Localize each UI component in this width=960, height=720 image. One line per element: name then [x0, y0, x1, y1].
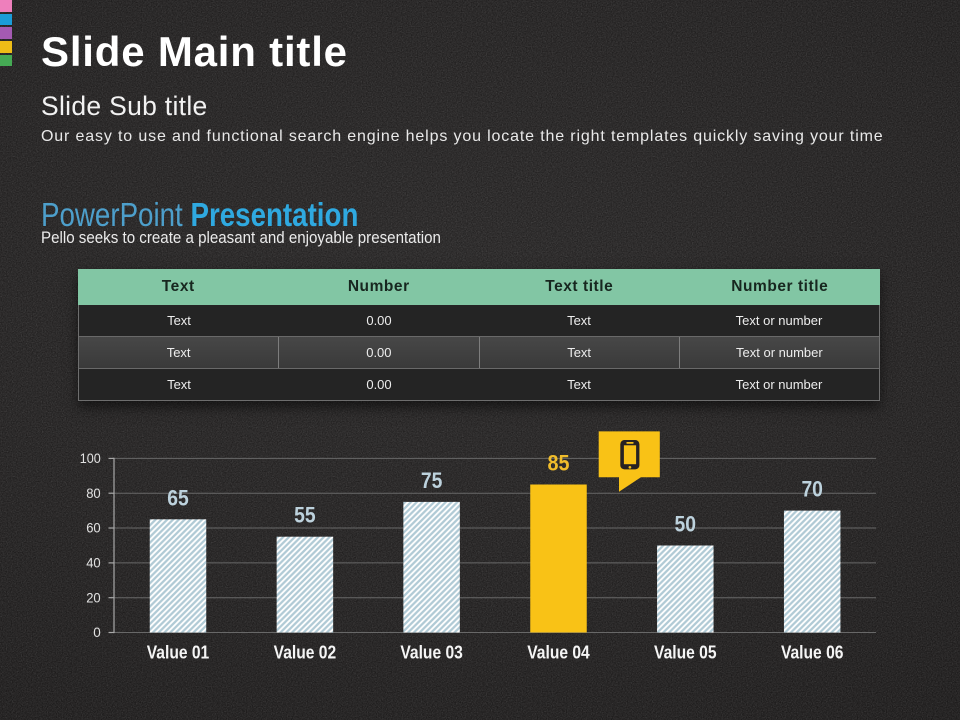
svg-text:80: 80 [86, 485, 101, 501]
svg-text:20: 20 [86, 589, 101, 605]
svg-text:0: 0 [93, 624, 101, 640]
svg-text:50: 50 [675, 512, 697, 537]
svg-text:Value 01: Value 01 [147, 642, 210, 663]
svg-text:Value 06: Value 06 [781, 642, 844, 663]
svg-text:Value 03: Value 03 [400, 642, 463, 663]
svg-text:85: 85 [548, 451, 570, 476]
svg-text:55: 55 [294, 503, 316, 528]
svg-text:Value 04: Value 04 [527, 642, 590, 663]
svg-text:40: 40 [86, 555, 101, 571]
svg-text:100: 100 [80, 450, 101, 466]
svg-text:70: 70 [801, 477, 823, 502]
svg-text:60: 60 [86, 520, 101, 536]
svg-text:65: 65 [167, 485, 189, 510]
svg-text:Value 05: Value 05 [654, 642, 717, 663]
svg-text:Value 02: Value 02 [274, 642, 337, 663]
svg-text:75: 75 [421, 468, 443, 493]
